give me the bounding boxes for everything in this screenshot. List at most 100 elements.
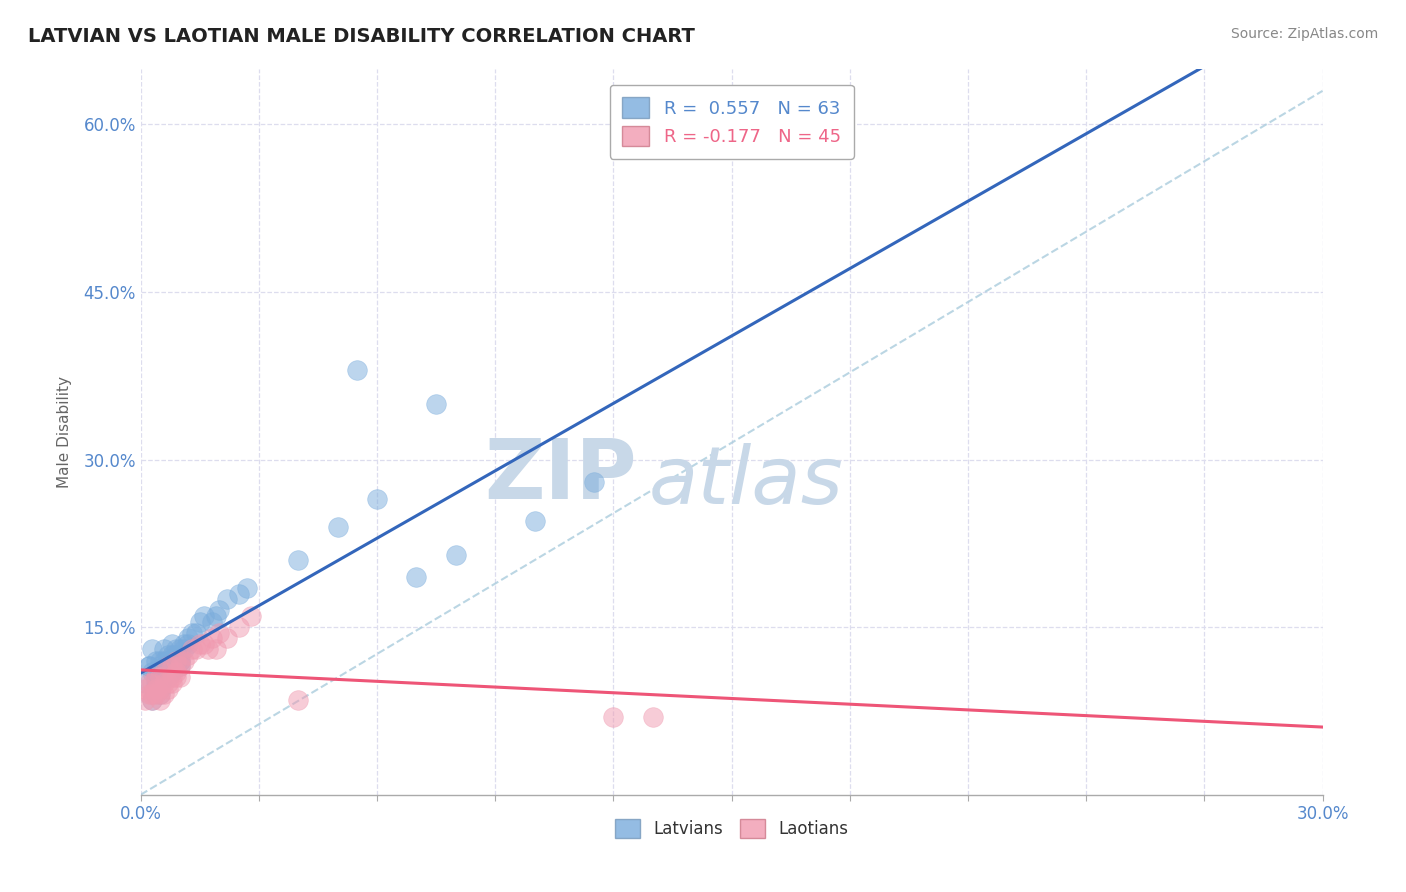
Point (425, 397, 447, 411)
Point (200, 632, 222, 646)
Point (153, 665, 176, 679)
Point (153, 665, 176, 679)
Point (188, 615, 211, 629)
Point (157, 670, 180, 684)
Point (160, 670, 183, 684)
Point (160, 648, 183, 662)
Point (165, 665, 187, 679)
Text: ZIP: ZIP (485, 434, 637, 516)
Point (160, 654, 183, 668)
Point (165, 659, 187, 673)
Point (177, 648, 200, 662)
Point (134, 676, 156, 690)
Point (287, 553, 309, 567)
Point (160, 637, 183, 651)
Point (208, 603, 231, 617)
Point (160, 659, 183, 673)
Point (287, 692, 309, 706)
Point (160, 659, 183, 673)
Point (169, 654, 191, 668)
Point (138, 687, 160, 701)
Point (169, 654, 191, 668)
Point (193, 609, 215, 624)
Point (602, 709, 624, 723)
Point (149, 665, 172, 679)
Point (346, 363, 368, 377)
Point (326, 519, 349, 533)
Point (217, 632, 239, 646)
Point (193, 637, 215, 651)
Point (228, 586, 250, 600)
Point (149, 692, 172, 706)
Point (141, 665, 163, 679)
Point (157, 659, 180, 673)
Point (160, 676, 183, 690)
Point (169, 642, 191, 657)
Point (641, 709, 664, 723)
Point (138, 676, 160, 690)
Point (165, 648, 187, 662)
Point (149, 659, 172, 673)
Point (236, 581, 259, 595)
Point (366, 491, 388, 506)
Point (180, 642, 202, 657)
Point (444, 548, 467, 562)
Point (184, 642, 207, 657)
Point (200, 615, 222, 629)
Point (169, 659, 191, 673)
Point (165, 642, 187, 657)
Point (405, 570, 427, 584)
Text: LATVIAN VS LAOTIAN MALE DISABILITY CORRELATION CHART: LATVIAN VS LAOTIAN MALE DISABILITY CORRE… (28, 27, 695, 45)
Point (173, 642, 195, 657)
Point (177, 637, 200, 651)
Point (141, 642, 163, 657)
Point (141, 687, 163, 701)
Point (188, 637, 211, 651)
Point (208, 625, 231, 640)
Point (149, 687, 172, 701)
Point (204, 609, 226, 624)
Point (153, 676, 176, 690)
Point (217, 592, 239, 607)
Point (149, 670, 172, 684)
Point (169, 648, 191, 662)
Point (149, 654, 172, 668)
Point (157, 676, 180, 690)
Point (228, 620, 250, 634)
Legend: Latvians, Laotians: Latvians, Laotians (609, 812, 855, 845)
Point (149, 681, 172, 696)
Point (149, 681, 172, 696)
Point (153, 659, 176, 673)
Point (138, 659, 160, 673)
Point (157, 648, 180, 662)
Point (134, 692, 156, 706)
Point (157, 665, 180, 679)
Point (173, 654, 195, 668)
Y-axis label: Male Disability: Male Disability (58, 376, 72, 488)
Point (149, 687, 172, 701)
Point (145, 681, 167, 696)
Point (197, 642, 219, 657)
Point (173, 637, 195, 651)
Text: atlas: atlas (650, 443, 844, 522)
Point (145, 654, 167, 668)
Point (153, 642, 176, 657)
Point (141, 692, 163, 706)
Point (145, 670, 167, 684)
Text: Source: ZipAtlas.com: Source: ZipAtlas.com (1230, 27, 1378, 41)
Point (582, 475, 605, 489)
Point (165, 670, 187, 684)
Point (165, 654, 187, 668)
Point (204, 642, 226, 657)
Point (153, 654, 176, 668)
Point (138, 659, 160, 673)
Point (153, 687, 176, 701)
Point (239, 609, 262, 624)
Point (523, 514, 546, 528)
Point (184, 625, 207, 640)
Point (160, 665, 183, 679)
Point (157, 659, 180, 673)
Point (141, 676, 163, 690)
Point (169, 670, 191, 684)
Point (145, 665, 167, 679)
